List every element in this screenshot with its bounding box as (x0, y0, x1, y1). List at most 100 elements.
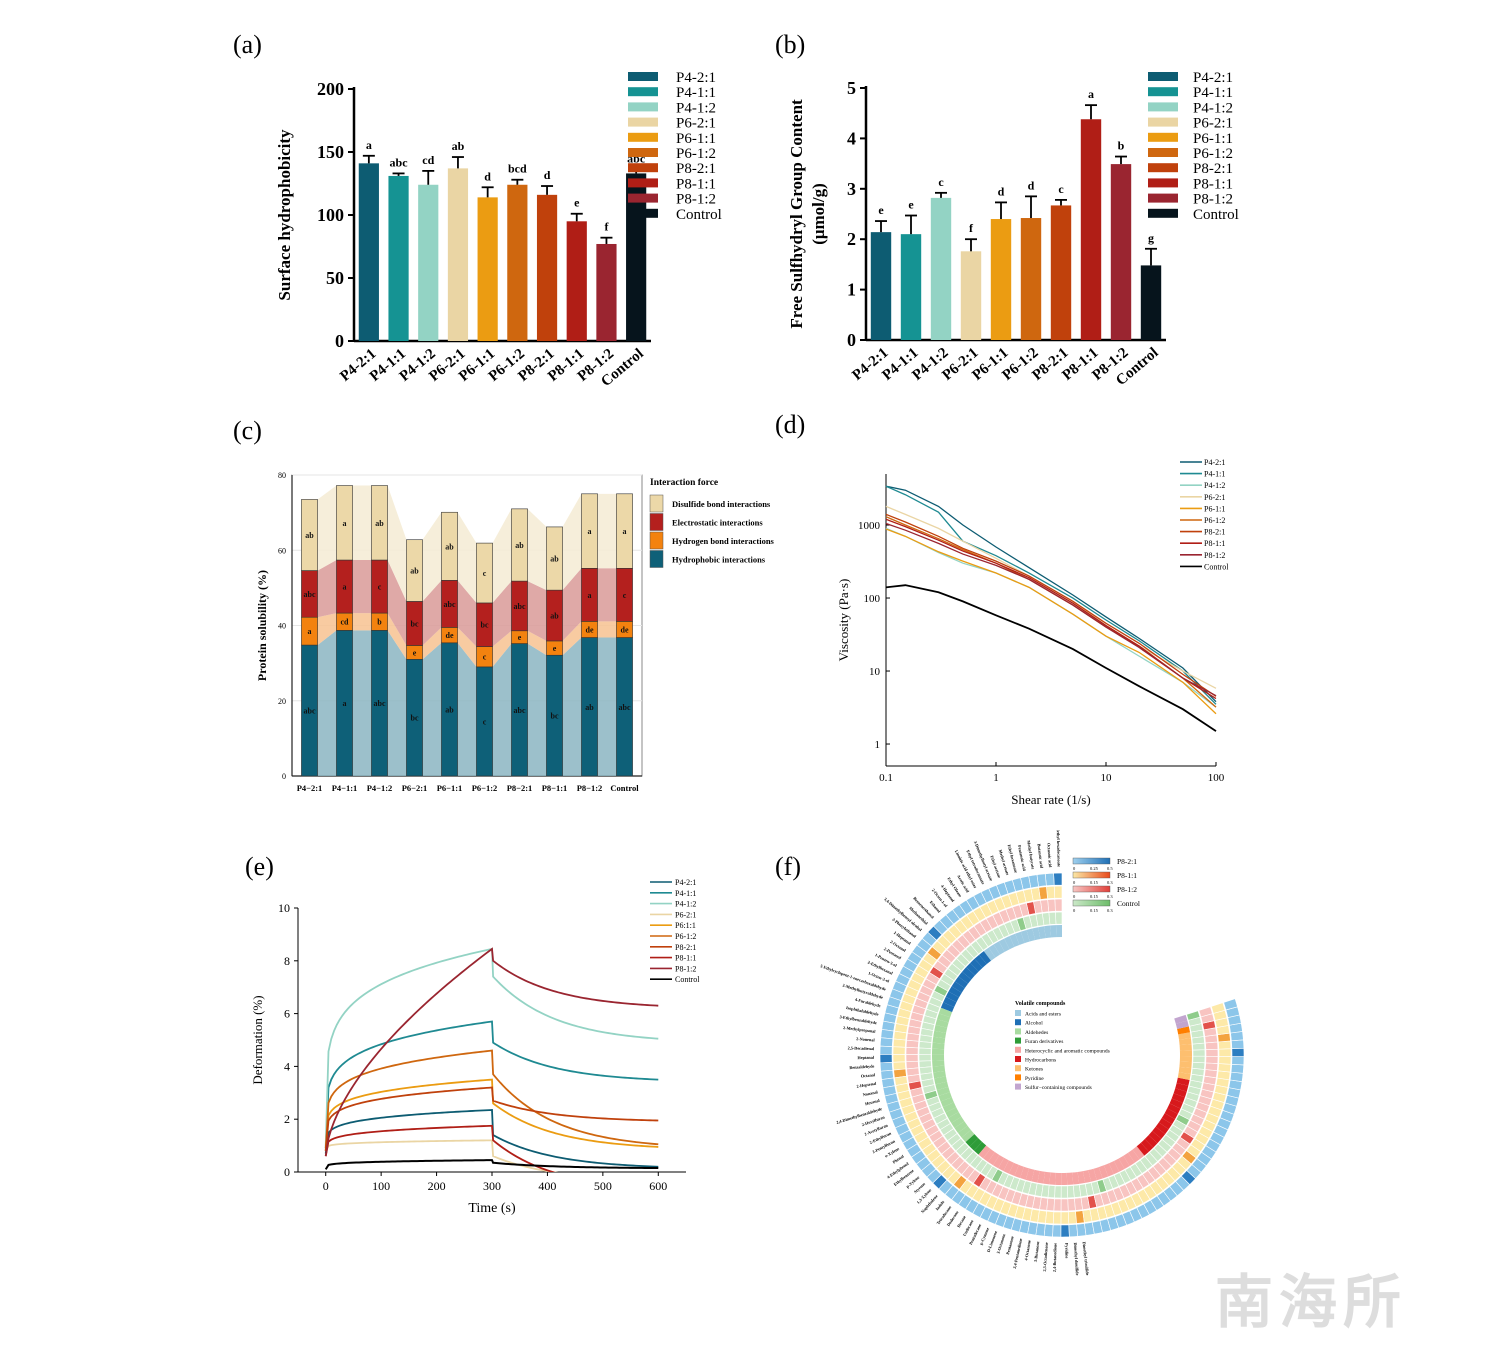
heatmap-cell (894, 1122, 910, 1136)
heatmap-cell (1196, 1151, 1212, 1167)
heatmap-cell (884, 1004, 899, 1017)
heatmap-cell (920, 1028, 934, 1037)
chart-free-sulfhydryl: 0 1 2 3 4 5 Free Sulfhydryl Group Content (μmol… (787, 70, 1239, 389)
heatmap-cell (958, 899, 974, 916)
legend-swatch (1015, 1037, 1021, 1044)
category-cell (974, 954, 987, 968)
heatmap-cell (1048, 911, 1057, 925)
significance-letter: e (878, 203, 884, 217)
heatmap-cell (1172, 1119, 1187, 1132)
heatmap-cell (1202, 1075, 1217, 1086)
category-cell (1140, 1139, 1154, 1152)
heatmap-cell (1205, 1138, 1221, 1153)
heatmap-cell (1157, 1139, 1172, 1153)
bar (1050, 205, 1072, 340)
compound-label: Pentanone (1005, 1236, 1015, 1256)
compound-label: 2,3-Octadienone (1042, 1242, 1049, 1272)
heatmap-cell (953, 919, 968, 935)
legend-label: P4-2:1 (1193, 70, 1233, 86)
legend-label: Control (675, 975, 700, 984)
category-cell (962, 967, 975, 980)
category-cell (938, 1007, 953, 1018)
legend-label: Acids and esters (1025, 1012, 1061, 1018)
stacked-bar-segment (616, 493, 633, 569)
category-cell (1004, 936, 1015, 950)
significance-letter: e (574, 196, 580, 210)
heatmap-cell (1080, 1196, 1091, 1210)
heatmap-cell (1186, 1164, 1202, 1180)
heatmap-cell (1227, 1014, 1242, 1026)
category-cell (1049, 1172, 1056, 1185)
heatmap-cell (1143, 1199, 1158, 1215)
legend-label: P4-2:1 (676, 70, 716, 86)
heatmap-cell (1003, 921, 1016, 936)
series-line (885, 505, 1217, 689)
heatmap-cell (921, 1162, 937, 1178)
panel-label-e: (e) (245, 852, 274, 881)
segment-letter: a (308, 627, 312, 636)
series-line (885, 485, 1217, 703)
scale-tick: 0.3 (1107, 880, 1113, 885)
heatmap-cell (1224, 1094, 1240, 1107)
category-cell (1152, 1126, 1166, 1139)
heatmap-cell (1210, 1002, 1226, 1014)
compound-label: Isophthalaldehyde (846, 1005, 879, 1017)
heatmap-cell (922, 952, 938, 967)
segment-letter: ab (585, 703, 594, 712)
heatmap-cell (884, 1093, 899, 1105)
heatmap-cell (922, 1084, 937, 1095)
heatmap-cell (1023, 888, 1034, 903)
heatmap-cell (1053, 872, 1063, 886)
heatmap-cell (1053, 1198, 1062, 1212)
series-line (885, 584, 1217, 732)
heatmap-cell (1167, 1147, 1182, 1162)
series-line (324, 1159, 659, 1170)
segment-letter: ab (550, 612, 559, 621)
category-cell (951, 1116, 965, 1129)
legend-label: Control (676, 207, 722, 223)
significance-letter: d (544, 168, 551, 182)
legend-swatch (1015, 1056, 1021, 1062)
heatmap-cell (931, 940, 947, 955)
heatmap-cell (1010, 919, 1021, 934)
y-tick-label: 1 (847, 280, 856, 300)
heatmap-cell (941, 949, 957, 964)
heatmap-cell (880, 1029, 895, 1040)
category-cell (1161, 1113, 1176, 1125)
compound-label: 2,4-Pentanedione (1012, 1238, 1023, 1269)
category-cell (1177, 1026, 1190, 1035)
segment-letter: a (588, 591, 592, 600)
heatmap-cell (1194, 1132, 1210, 1146)
legend-label: Control (1193, 207, 1239, 223)
heatmap-cell (1054, 898, 1063, 912)
heatmap-cell (1201, 1119, 1217, 1132)
series-line (885, 518, 1217, 700)
heatmap-cell (1055, 911, 1063, 925)
heatmap-cell (1002, 1215, 1015, 1231)
heatmap-cell (1186, 1010, 1201, 1021)
legend-swatch (628, 208, 658, 218)
heatmap-cell (1171, 1161, 1187, 1176)
y-tick-label: 0 (847, 330, 856, 350)
segment-letter: ab (445, 705, 454, 714)
legend-label: P8-1:2 (676, 192, 716, 208)
heatmap-cell (937, 954, 952, 969)
heatmap-cell (965, 895, 980, 911)
heatmap-cell (1181, 1102, 1196, 1115)
heatmap-cell (1000, 894, 1013, 909)
heatmap-cell (1215, 1077, 1230, 1088)
legend-label: P6-2:1 (1193, 116, 1233, 132)
bar (1020, 218, 1042, 340)
series-line (324, 1020, 659, 1149)
heatmap-cell (1114, 1213, 1128, 1229)
heatmap-cell (913, 1130, 929, 1144)
heatmap-cell (1027, 1221, 1038, 1236)
category-cell (1003, 1160, 1014, 1174)
category-cell (936, 1086, 950, 1096)
heatmap-cell (913, 1099, 928, 1112)
category-cell (933, 1070, 946, 1079)
heatmap-cell (1192, 1055, 1206, 1064)
series-line (885, 516, 1217, 708)
heatmap-cell (1019, 1219, 1031, 1235)
